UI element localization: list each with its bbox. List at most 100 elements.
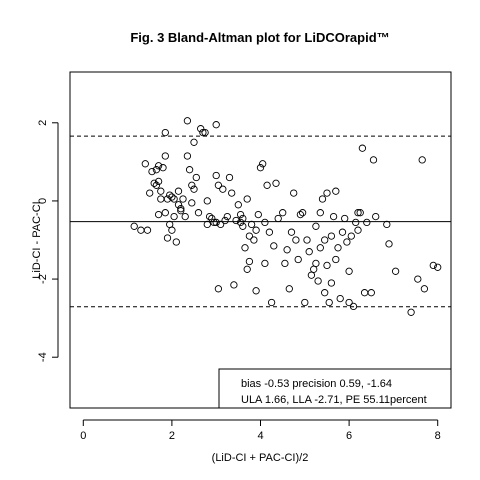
data-point: [188, 199, 196, 207]
data-point: [179, 195, 187, 203]
data-point: [183, 117, 192, 125]
data-point: [241, 244, 249, 252]
data-point: [372, 212, 380, 221]
x-axis: 0 2 4 6 8: [80, 419, 441, 442]
data-point: [236, 218, 245, 227]
data-point: [170, 195, 178, 203]
x-tick-label: 6: [346, 430, 352, 442]
data-point: [208, 214, 216, 223]
data-point: [212, 171, 220, 180]
legend-line-limits: ULA 1.66, LLA -2.71, PE 55.11percent: [241, 394, 427, 406]
data-point: [154, 177, 163, 186]
data-point: [323, 189, 331, 197]
data-point: [214, 285, 223, 293]
data-point: [318, 195, 327, 203]
data-point: [347, 232, 355, 240]
data-point: [170, 212, 178, 221]
data-point: [360, 289, 369, 297]
data-point: [243, 195, 251, 203]
data-point: [201, 128, 209, 137]
data-point: [294, 255, 302, 264]
data-point: [356, 209, 364, 217]
data-point: [385, 240, 393, 248]
data-point: [212, 121, 220, 129]
data-point: [314, 277, 322, 285]
data-point: [157, 195, 165, 203]
data-point: [418, 156, 426, 164]
data-point: [172, 238, 180, 246]
legend: bias -0.53 precision 0.59, -1.64 ULA 1.6…: [218, 368, 452, 409]
y-axis: -4 -2 0 2: [37, 120, 59, 362]
plot-frame: [69, 71, 452, 409]
data-point: [279, 209, 287, 217]
data-point: [239, 222, 247, 230]
data-point: [168, 193, 176, 201]
data-point: [336, 294, 344, 303]
x-tick-label: 4: [257, 430, 263, 442]
data-point: [349, 302, 358, 311]
data-point: [232, 216, 240, 225]
y-tick-label: -4: [37, 352, 49, 362]
data-point: [281, 259, 289, 268]
data-point: [307, 271, 316, 279]
data-point: [256, 164, 265, 172]
x-tick-label: 8: [435, 430, 441, 442]
data-point: [265, 228, 274, 236]
data-point: [199, 128, 207, 137]
data-point: [185, 166, 194, 174]
data-point: [292, 236, 300, 244]
data-point: [212, 218, 220, 227]
data-point: [157, 187, 165, 195]
data-point: [358, 144, 367, 152]
data-point: [329, 212, 338, 221]
data-points: [130, 117, 442, 316]
data-point: [332, 255, 340, 264]
data-point: [252, 287, 260, 295]
data-point: [352, 218, 360, 227]
data-point: [414, 275, 422, 283]
data-point: [221, 216, 229, 225]
data-point: [154, 210, 163, 219]
data-point: [205, 212, 214, 221]
data-point: [159, 164, 167, 172]
data-point: [214, 181, 223, 189]
data-point: [272, 179, 280, 187]
data-point: [197, 125, 205, 133]
data-point: [174, 187, 183, 195]
data-point: [152, 166, 161, 174]
data-point: [252, 226, 260, 234]
data-point: [341, 214, 349, 223]
data-point: [177, 205, 185, 213]
data-point: [216, 220, 225, 229]
data-point: [334, 244, 342, 252]
data-point: [234, 201, 242, 209]
data-point: [305, 248, 313, 256]
data-point: [312, 259, 320, 268]
data-point: [429, 261, 437, 270]
data-point: [223, 212, 231, 221]
data-point: [203, 197, 211, 205]
data-point: [161, 152, 169, 160]
data-point: [210, 218, 218, 227]
data-point: [141, 160, 149, 168]
data-point: [298, 209, 307, 217]
data-point: [161, 128, 169, 137]
data-point: [369, 156, 378, 164]
data-point: [296, 210, 305, 219]
data-point: [190, 185, 198, 193]
data-point: [225, 173, 234, 182]
data-point: [181, 212, 189, 221]
data-point: [323, 261, 331, 270]
data-point: [383, 220, 391, 229]
data-point: [301, 298, 309, 307]
data-point: [321, 236, 329, 244]
data-point: [434, 263, 442, 271]
data-point: [325, 298, 333, 307]
data-point: [343, 238, 351, 246]
data-point: [230, 281, 238, 289]
data-point: [166, 191, 174, 199]
data-point: [287, 228, 296, 236]
data-point: [188, 181, 196, 189]
data-point: [354, 209, 362, 217]
data-point: [345, 298, 353, 307]
